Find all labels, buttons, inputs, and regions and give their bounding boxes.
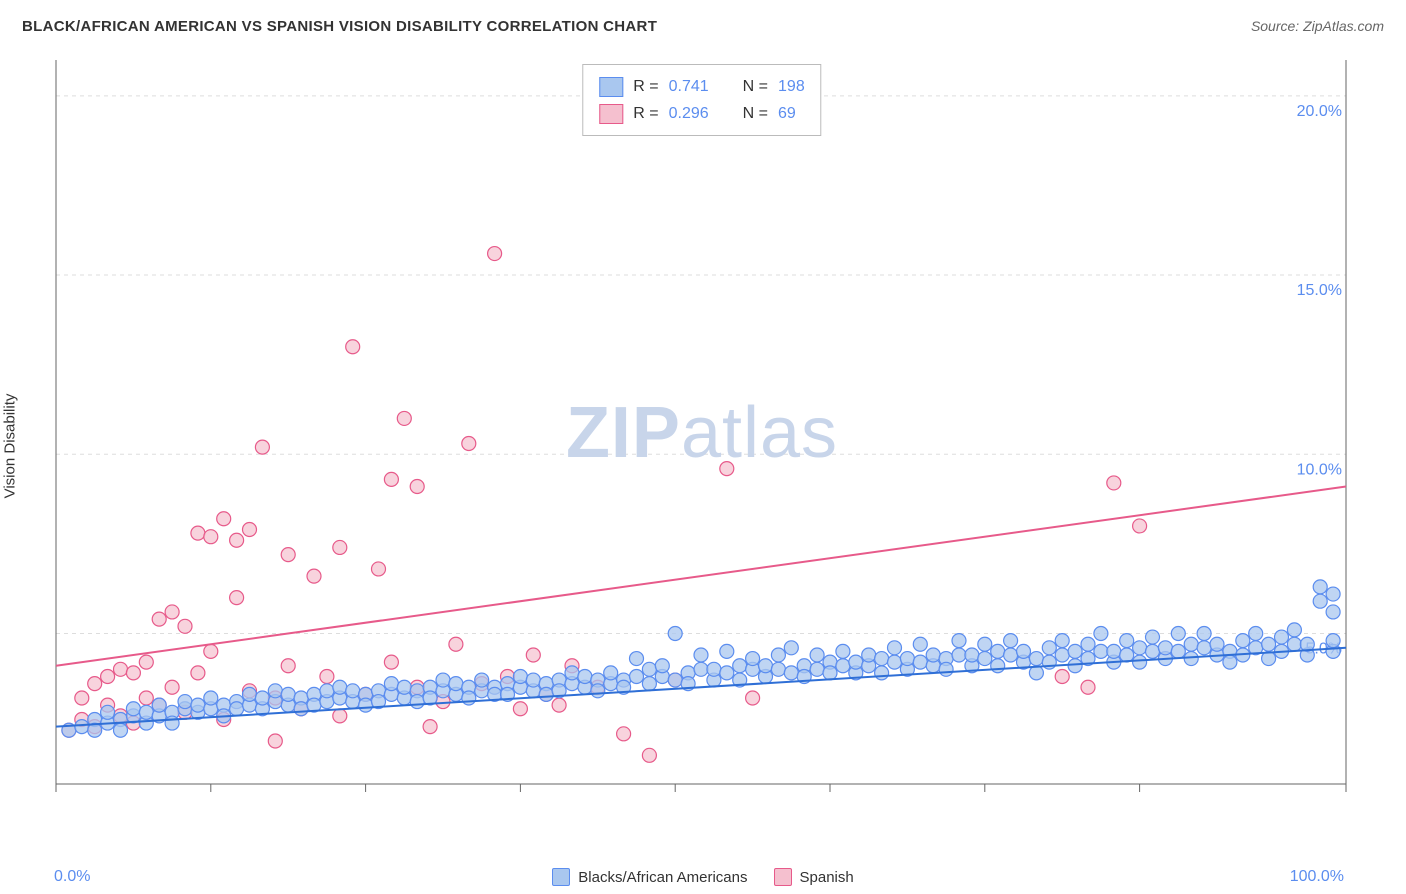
legend-item-pink: Spanish [774, 868, 854, 886]
chart-title: BLACK/AFRICAN AMERICAN VS SPANISH VISION… [22, 18, 657, 35]
stat-n-blue: 198 [778, 73, 805, 100]
chart-plot-area: 5.0%10.0%15.0%20.0% ZIPatlas R = 0.741 N… [52, 56, 1352, 810]
legend-label-blue: Blacks/African Americans [578, 869, 747, 886]
stat-row-pink: R = 0.296 N = 69 [599, 100, 804, 127]
stat-n-pink: 69 [778, 100, 796, 127]
series-legend: Blacks/African Americans Spanish [0, 868, 1406, 886]
legend-swatch-blue [599, 77, 623, 97]
scatter-plot-svg: 5.0%10.0%15.0%20.0% [52, 56, 1352, 810]
legend-swatch-pink [599, 104, 623, 124]
stat-r-prefix: R = [633, 73, 658, 100]
legend-swatch-blue-icon [552, 868, 570, 886]
svg-text:20.0%: 20.0% [1297, 103, 1342, 120]
stat-n-prefix: N = [743, 73, 768, 100]
stat-r-prefix: R = [633, 100, 658, 127]
stat-r-pink: 0.296 [669, 100, 709, 127]
svg-text:10.0%: 10.0% [1297, 461, 1342, 478]
legend-item-blue: Blacks/African Americans [552, 868, 747, 886]
stat-row-blue: R = 0.741 N = 198 [599, 73, 804, 100]
correlation-stats-legend: R = 0.741 N = 198 R = 0.296 N = 69 [582, 64, 821, 136]
legend-label-pink: Spanish [800, 869, 854, 886]
source-attribution: Source: ZipAtlas.com [1251, 18, 1384, 34]
legend-swatch-pink-icon [774, 868, 792, 886]
stat-r-blue: 0.741 [669, 73, 709, 100]
stat-n-prefix: N = [743, 100, 768, 127]
y-axis-label: Vision Disability [2, 394, 19, 499]
svg-text:15.0%: 15.0% [1297, 282, 1342, 299]
